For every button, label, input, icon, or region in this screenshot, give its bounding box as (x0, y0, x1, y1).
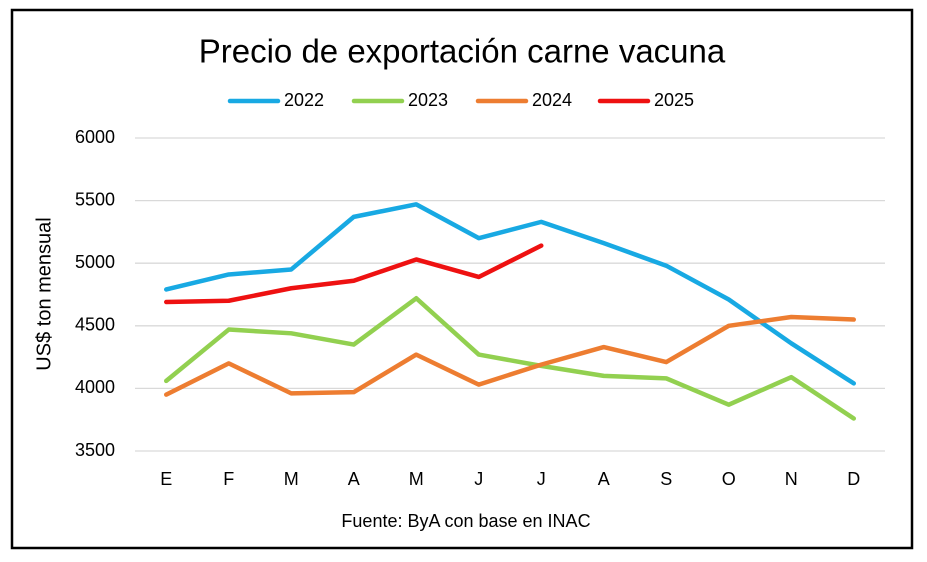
series-line (164, 296, 856, 421)
y-tick-label: 4000 (75, 377, 115, 397)
x-tick-label: D (847, 469, 860, 489)
legend-label: 2025 (654, 90, 694, 110)
source: Fuente: ByA con base en INAC (341, 511, 590, 531)
legend-label: 2022 (284, 90, 324, 110)
x-tick-label: A (348, 469, 360, 489)
x-tick-label: E (160, 469, 172, 489)
y-tick-label: 6000 (75, 127, 115, 147)
x-tick-label: O (722, 469, 736, 489)
x-tick-label: J (474, 469, 483, 489)
series-line (164, 314, 856, 397)
x-tick-label: S (660, 469, 672, 489)
series-line (164, 202, 856, 386)
series-line (164, 243, 544, 305)
x-tick-label: A (598, 469, 610, 489)
y-tick-label: 3500 (75, 440, 115, 460)
y-axis-label: US$ ton mensual (33, 217, 55, 370)
legend-label: 2023 (408, 90, 448, 110)
x-tick-label: M (409, 469, 424, 489)
x-tick-label: N (785, 469, 798, 489)
frame (10, 8, 914, 550)
y-tick-label: 5500 (75, 189, 115, 209)
x-tick-label: F (223, 469, 234, 489)
x-tick-label: M (284, 469, 299, 489)
y-tick-label: 5000 (75, 252, 115, 272)
chart-title: Precio de exportación carne vacuna (199, 33, 726, 70)
y-tick-label: 4500 (75, 315, 115, 335)
x-tick-label: J (537, 469, 546, 489)
legend-label: 2024 (532, 90, 572, 110)
